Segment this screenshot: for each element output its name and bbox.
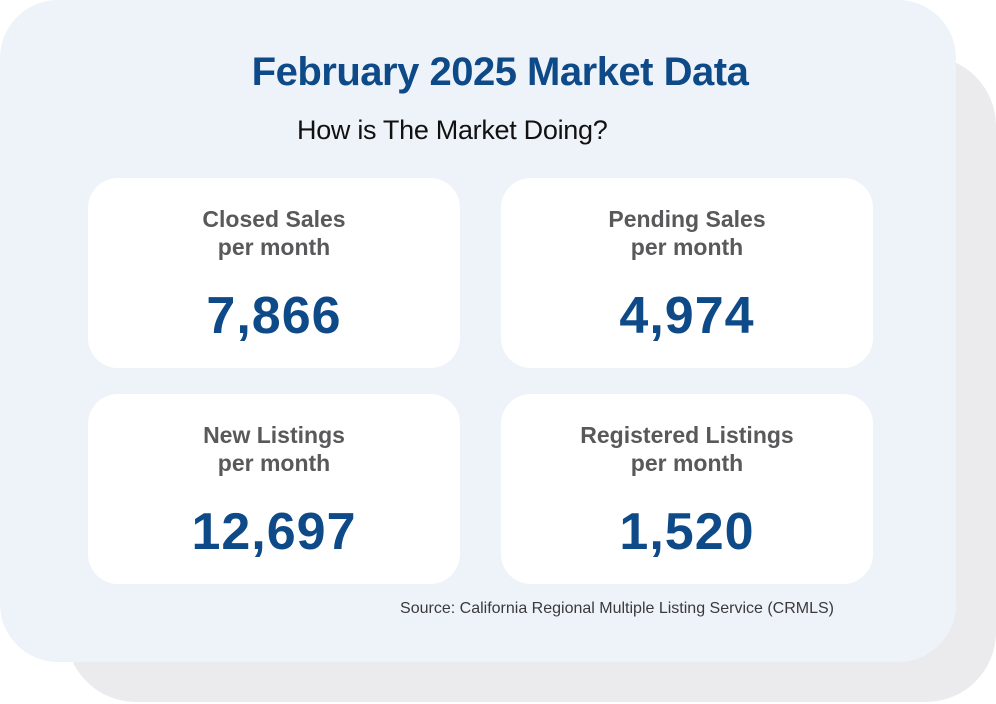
stat-label: New Listings per month [88, 421, 460, 477]
stat-value: 1,520 [619, 503, 755, 561]
stat-card-closed-sales: Closed Sales per month 7,866 [88, 178, 460, 368]
stat-label-line1: New Listings [203, 422, 345, 448]
stat-label-line2: per month [630, 234, 744, 260]
stat-label-line1: Registered Listings [580, 422, 794, 448]
stat-label-line1: Pending Sales [608, 206, 766, 232]
stat-label: Registered Listings per month [501, 421, 873, 477]
stat-value: 4,974 [619, 287, 755, 345]
page-subtitle: How is The Market Doing? [297, 115, 608, 145]
stat-value: 7,866 [206, 287, 342, 345]
stat-card-pending-sales: Pending Sales per month 4,974 [501, 178, 873, 368]
stat-label: Closed Sales per month [88, 205, 460, 261]
stat-label: Pending Sales per month [501, 205, 873, 261]
stat-label-line2: per month [630, 450, 744, 476]
stat-card-registered-listings: Registered Listings per month 1,520 [501, 394, 873, 584]
stat-value: 12,697 [191, 503, 357, 561]
source-note: Source: California Regional Multiple Lis… [400, 600, 834, 617]
page-title: February 2025 Market Data [251, 50, 749, 94]
stat-label-line2: per month [217, 450, 331, 476]
market-data-card: February 2025 Market Data How is The Mar… [0, 0, 956, 662]
stat-label-line1: Closed Sales [202, 206, 346, 232]
stat-card-new-listings: New Listings per month 12,697 [88, 394, 460, 584]
stat-label-line2: per month [217, 234, 331, 260]
